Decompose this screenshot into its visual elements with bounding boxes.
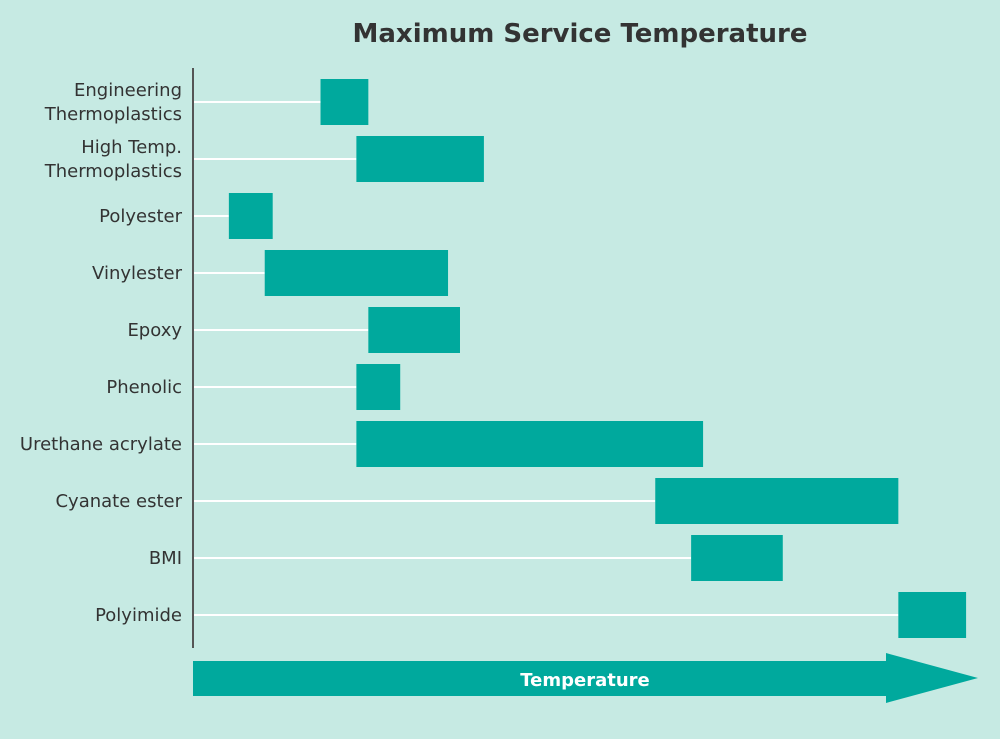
bar-high-temp-thermoplastics	[356, 136, 484, 182]
bar-bmi	[691, 535, 783, 581]
x-axis-label: Temperature	[520, 670, 649, 691]
category-label: Engineering Thermoplastics	[44, 80, 182, 125]
bar-vinylester	[264, 250, 449, 296]
bars	[228, 79, 967, 638]
category-label-line: Polyimide	[95, 605, 182, 626]
category-label-line: Thermoplastics	[44, 104, 182, 125]
category-label: BMI	[149, 548, 182, 569]
category-label: Polyester	[99, 206, 182, 227]
category-label: High Temp. Thermoplastics	[44, 137, 182, 182]
category-label-line: Epoxy	[127, 320, 182, 341]
category-label-line: Engineering	[74, 80, 182, 101]
category-label: Vinylester	[92, 263, 183, 284]
category-label-line: BMI	[149, 548, 182, 569]
bar-engineering-thermoplastics	[320, 79, 369, 125]
category-label: Cyanate ester	[55, 491, 182, 512]
category-label-line: Phenolic	[106, 377, 182, 398]
bar-phenolic	[356, 364, 401, 410]
bar-polyimide	[898, 592, 967, 638]
category-label-line: Cyanate ester	[55, 491, 182, 512]
bar-epoxy	[368, 307, 460, 353]
bar-polyester	[228, 193, 273, 239]
gridlines	[193, 101, 899, 616]
category-label: Polyimide	[95, 605, 182, 626]
category-label-line: High Temp.	[81, 137, 182, 158]
category-label-line: Vinylester	[92, 263, 183, 284]
chart-title: Maximum Service Temperature	[353, 19, 808, 49]
category-label-line: Polyester	[99, 206, 182, 227]
category-label-line: Thermoplastics	[44, 161, 182, 182]
bar-urethane-acrylate	[356, 421, 704, 467]
category-label-line: Urethane acrylate	[20, 434, 182, 455]
category-label: Epoxy	[127, 320, 182, 341]
category-labels: Engineering Thermoplastics High Temp. Therm…	[20, 80, 183, 626]
temperature-arrow	[193, 653, 978, 703]
category-label: Phenolic	[106, 377, 182, 398]
bar-cyanate-ester	[655, 478, 899, 524]
category-label: Urethane acrylate	[20, 434, 182, 455]
